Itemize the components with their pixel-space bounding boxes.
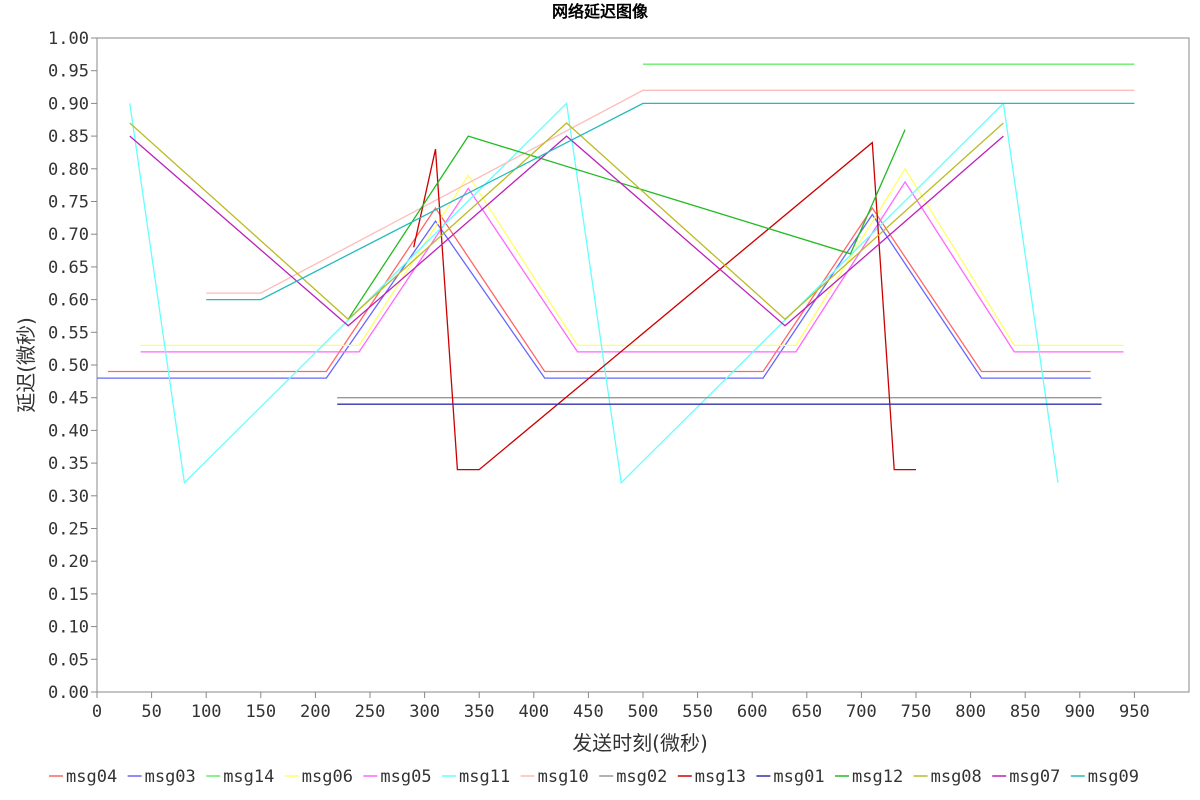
legend-label-msg14: msg14: [223, 767, 274, 787]
y-tick-label: 0.20: [48, 552, 89, 572]
series-line-msg13: [413, 141, 916, 471]
y-tick-label: 0.10: [48, 618, 89, 638]
x-tick-label: 350: [464, 702, 495, 722]
x-tick-label: 0: [92, 702, 102, 722]
y-tick-label: 0.55: [48, 323, 89, 343]
y-tick-label: 1.00: [48, 29, 89, 49]
x-tick-label: 500: [628, 702, 659, 722]
series-line-msg10: [206, 89, 1135, 294]
x-tick-label: 200: [300, 702, 331, 722]
chart-title: 网络延迟图像: [552, 2, 649, 21]
y-tick-label: 0.50: [48, 356, 89, 376]
x-tick-label: 850: [1010, 702, 1041, 722]
x-tick-label: 750: [901, 702, 932, 722]
series-line-msg09: [206, 102, 1135, 301]
x-axis: 0 50 100 150 200 250 300 350 400 450 500 550 600 650 7…: [92, 692, 1150, 722]
legend-label-msg11: msg11: [459, 767, 510, 787]
y-tick-label: 0.30: [48, 487, 89, 507]
series-line-msg08: [129, 122, 1004, 321]
x-tick-label: 100: [191, 702, 222, 722]
y-tick-label: 0.70: [48, 225, 89, 245]
x-tick-label: 600: [737, 702, 768, 722]
legend-label-msg10: msg10: [538, 767, 589, 787]
series-line-msg04: [107, 206, 1091, 373]
legend-label-msg04: msg04: [66, 767, 117, 787]
y-axis-label: 延迟(微秒): [14, 317, 38, 413]
x-tick-label: 50: [141, 702, 161, 722]
series-line-msg06: [140, 167, 1124, 347]
y-tick-label: 0.15: [48, 585, 89, 605]
y-tick-label: 0.60: [48, 291, 89, 311]
series-line-msg12: [347, 129, 906, 320]
x-tick-label: 400: [518, 702, 549, 722]
x-axis-label: 发送时刻(微秒): [572, 731, 708, 755]
legend-label-msg02: msg02: [616, 767, 667, 787]
plot-area: [96, 37, 1190, 693]
legend-label-msg01: msg01: [773, 767, 824, 787]
y-tick-label: 0.35: [48, 454, 89, 474]
plot-border: [96, 37, 1190, 693]
legend-label-msg09: msg09: [1088, 767, 1139, 787]
x-tick-label: 650: [791, 702, 822, 722]
series-line-msg07: [129, 135, 1004, 327]
y-tick-label: 0.45: [48, 389, 89, 409]
y-tick-label: 0.85: [48, 127, 89, 147]
y-tick-label: 0.65: [48, 258, 89, 278]
y-tick-label: 0.90: [48, 94, 89, 114]
x-tick-label: 150: [245, 702, 276, 722]
x-tick-label: 900: [1064, 702, 1095, 722]
legend-label-msg08: msg08: [931, 767, 982, 787]
series-line-msg05: [140, 180, 1124, 353]
y-tick-label: 0.25: [48, 520, 89, 540]
legend-label-msg03: msg03: [145, 767, 196, 787]
x-tick-label: 950: [1119, 702, 1150, 722]
legend: msg04 msg03 msg14 msg06 msg05 msg11 msg10 msg02…: [49, 767, 1139, 787]
legend-label-msg07: msg07: [1009, 767, 1060, 787]
y-axis: 0.00 0.05 0.10 0.15 0.20 0.25 0.30 0.35 0.40 0.45…: [48, 29, 97, 703]
y-tick-label: 0.00: [48, 683, 89, 703]
y-tick-label: 0.40: [48, 421, 89, 441]
legend-label-msg12: msg12: [852, 767, 903, 787]
x-tick-label: 700: [846, 702, 877, 722]
x-tick-label: 450: [573, 702, 604, 722]
x-tick-label: 550: [682, 702, 713, 722]
legend-label-msg06: msg06: [302, 767, 353, 787]
legend-label-msg05: msg05: [380, 767, 431, 787]
x-tick-label: 300: [409, 702, 440, 722]
y-tick-label: 0.80: [48, 160, 89, 180]
legend-label-msg13: msg13: [695, 767, 746, 787]
y-tick-label: 0.05: [48, 650, 89, 670]
y-tick-label: 0.95: [48, 62, 89, 82]
y-tick-label: 0.75: [48, 193, 89, 213]
x-tick-label: 800: [955, 702, 986, 722]
series-group: [97, 63, 1135, 485]
series-line-msg11: [129, 102, 1059, 485]
x-tick-label: 250: [355, 702, 386, 722]
